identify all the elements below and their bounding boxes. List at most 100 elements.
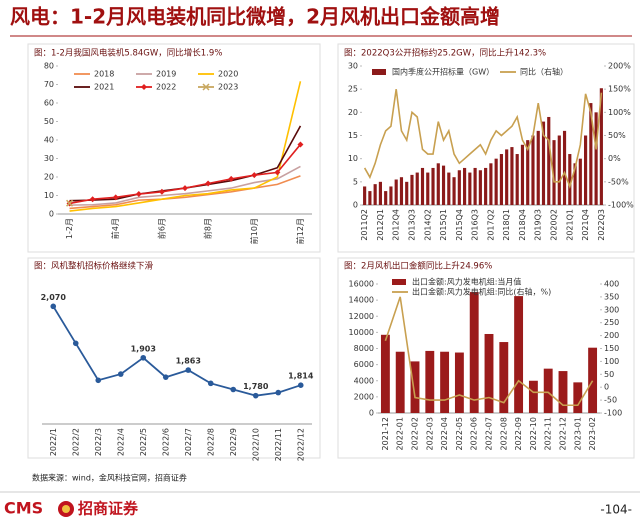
bar: [399, 177, 404, 205]
bar: [557, 135, 561, 205]
marker: [66, 199, 74, 207]
x-tick-label: 2022-07: [485, 417, 494, 450]
bar: [425, 350, 435, 413]
marker: [140, 354, 147, 361]
data-label: 1,814: [288, 372, 314, 381]
line: [384, 296, 594, 407]
marker: [117, 371, 124, 377]
legend-label: 2023: [218, 83, 238, 92]
panel: [27, 257, 321, 459]
bar: [599, 88, 603, 205]
marker: [251, 172, 258, 179]
legend-swatch: [392, 279, 406, 285]
bar: [541, 121, 546, 205]
marker: [252, 392, 259, 399]
bar: [405, 181, 409, 205]
y2-tick-label: 100: [604, 357, 619, 366]
marker: [50, 303, 57, 310]
bar: [394, 179, 398, 205]
chart-title: 图：2022Q3公开招标约25.2GW，同比上升142.3%: [344, 48, 546, 59]
y2-tick-label: 200%: [608, 62, 631, 71]
x-tick-label: 2013Q3: [407, 209, 416, 241]
bar: [543, 368, 553, 413]
bar: [463, 167, 467, 205]
x-tick-label: 2022/2: [71, 428, 80, 456]
x-tick-label: 前10月: [249, 218, 259, 244]
y-tick-label: 6000: [354, 360, 374, 369]
x-tick-label: 2012Q1: [376, 209, 385, 241]
x-tick-label: 2022/1: [49, 428, 58, 456]
y-tick-label: 10: [348, 154, 358, 163]
y-tick-label: 4000: [354, 376, 374, 385]
x-tick-label: 2022-08: [499, 417, 508, 450]
x-tick-label: 2022-09: [514, 417, 523, 450]
marker: [274, 169, 281, 176]
bar: [457, 170, 461, 205]
y-tick-label: 2000: [354, 392, 374, 401]
marker: [297, 382, 304, 388]
legend-label: 同比（右轴）: [520, 67, 568, 77]
source-note: 数据来源：wind，金风科技官网，招商证券: [32, 473, 187, 483]
y-tick-label: 10: [44, 191, 54, 200]
y-tick-label: 60: [44, 99, 54, 108]
marker: [205, 180, 212, 187]
y2-tick-label: 150: [604, 344, 619, 353]
bar: [363, 186, 367, 205]
bar: [588, 347, 598, 413]
x-tick-label: 2023-02: [588, 417, 597, 450]
y-tick-label: 14000: [349, 296, 374, 305]
marker: [207, 380, 214, 387]
bar: [552, 140, 556, 205]
y-tick-label: 30: [348, 62, 358, 71]
bar: [378, 181, 382, 205]
bar: [568, 154, 572, 205]
line: [69, 175, 301, 210]
bar: [547, 116, 551, 205]
x-tick-label: 2015Q4: [455, 209, 464, 241]
panel: [27, 43, 321, 253]
y-tick-label: 70: [44, 80, 54, 89]
y2-tick-label: -50: [604, 396, 617, 405]
bar: [594, 112, 598, 205]
legend-swatch: [372, 69, 386, 75]
marker: [275, 389, 282, 396]
y2-tick-label: -50%: [608, 177, 629, 186]
bar: [473, 167, 477, 205]
legend-label: 2019: [156, 70, 176, 79]
bar: [562, 130, 567, 205]
bar: [454, 352, 464, 413]
company-name: 招商证券: [78, 500, 139, 518]
y2-tick-label: 150%: [608, 85, 631, 94]
marker: [182, 185, 188, 192]
line: [69, 143, 302, 205]
bar: [531, 135, 535, 205]
x-tick-label: 前12月: [295, 218, 305, 244]
x-tick-label: 2018Q1: [502, 209, 511, 241]
y2-tick-label: -100%: [608, 201, 634, 210]
bar: [494, 158, 498, 205]
y-tick-label: 5: [353, 177, 358, 186]
bar: [478, 170, 482, 205]
data-label: 1,863: [176, 357, 201, 366]
y-tick-label: 10000: [349, 328, 374, 337]
legend-label: 出口金额:风力发电机组:同比(右轴，%): [412, 287, 551, 297]
y-tick-label: 25: [348, 85, 358, 94]
bar: [373, 184, 377, 205]
bar: [520, 144, 525, 205]
x-tick-label: 前4月: [110, 218, 120, 239]
x-tick-label: 2011Q2: [360, 209, 369, 241]
marker: [141, 84, 147, 90]
y-tick-label: 16000: [349, 280, 374, 289]
x-tick-label: 2021Q4: [581, 209, 590, 241]
legend-label: 出口金额:风力发电机组:当月值: [412, 277, 521, 287]
x-tick-label: 2022/12: [296, 428, 305, 461]
x-tick-label: 2022-04: [440, 417, 449, 450]
marker: [202, 83, 210, 91]
bar: [515, 154, 519, 205]
bar: [380, 334, 390, 413]
x-tick-label: 2022/8: [206, 428, 215, 456]
bar: [584, 135, 588, 205]
marker: [95, 377, 102, 384]
x-tick-label: 2022-02: [411, 417, 420, 450]
